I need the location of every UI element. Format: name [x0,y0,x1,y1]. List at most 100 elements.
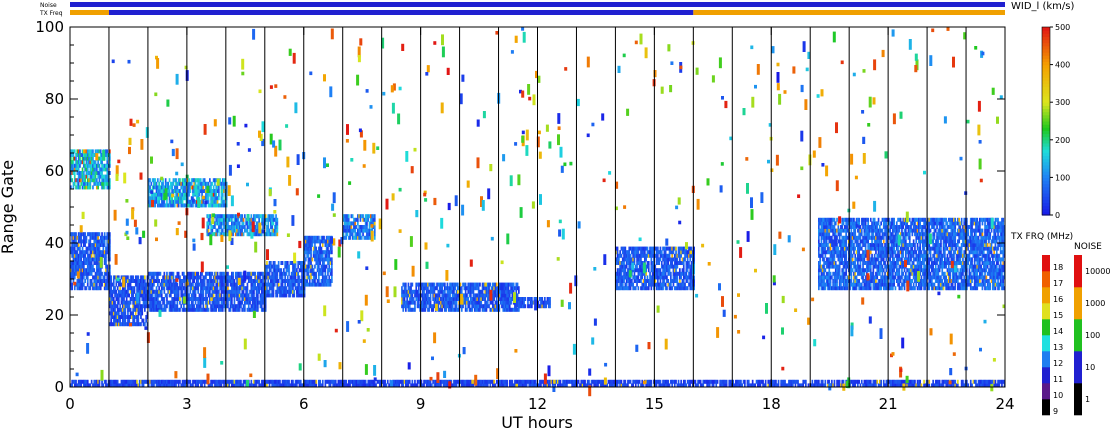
data-cell [301,275,303,280]
data-cell [650,275,653,280]
data-cell [172,300,175,305]
data-cell [211,293,214,298]
data-cell [199,279,202,283]
data-cell [296,268,298,273]
data-cell [521,304,524,309]
data-cell [251,271,254,276]
data-cell [86,282,89,287]
data-cell [109,264,111,269]
data-cell [618,279,620,283]
data-cell [662,279,664,283]
data-cell [205,293,207,298]
data-cell [403,293,406,298]
data-cell [894,264,897,269]
data-cell [854,264,857,269]
data-cell [425,293,428,298]
data-cell [501,282,503,287]
data-cell [618,257,620,262]
data-cell [947,268,950,273]
data-cell [236,307,238,312]
data-cell [83,250,85,255]
data-cell [628,257,631,262]
data-cell [927,282,929,287]
data-cell [615,275,618,280]
data-cell [495,304,498,309]
data-cell [319,243,321,247]
data-cell [923,217,925,222]
data-cell [658,250,660,255]
data-cell [141,275,144,280]
data-cell [884,261,886,265]
data-cell [115,315,118,319]
data-cell [203,275,206,280]
data-cell [301,268,303,273]
data-cell [472,300,475,305]
data-cell [219,297,221,301]
data-cell [946,253,949,258]
data-cell [477,304,480,309]
data-cell [644,271,646,276]
data-cell [892,286,894,291]
data-cell [181,307,184,312]
data-cell [938,225,941,229]
data-cell [885,232,888,237]
data-cell [172,297,175,301]
data-cell [315,257,318,262]
data-cell [445,300,447,305]
data-cell [138,307,141,312]
data-cell [910,225,912,229]
data-cell [85,268,88,273]
data-cell [89,235,92,240]
data-cell [331,261,333,265]
data-cell [325,246,328,251]
data-cell [270,293,272,298]
data-cell [660,275,663,280]
data-cell [320,282,323,287]
data-cell [271,271,273,276]
data-cell [829,217,832,222]
data-cell [90,246,93,251]
data-cell [207,289,210,294]
data-cell [642,250,645,255]
data-cell [324,282,327,287]
data-cell [85,261,88,265]
data-cell [79,271,81,276]
data-cell [127,282,129,287]
data-cell [897,282,899,287]
data-cell [132,304,134,309]
data-cell [196,286,198,291]
data-cell [680,253,682,258]
data-cell [227,282,229,287]
data-cell [624,282,627,287]
data-cell [411,307,414,312]
data-cell [832,246,834,251]
data-cell [834,246,837,251]
data-cell [638,268,641,273]
data-cell [502,282,505,287]
data-cell [118,311,120,316]
data-cell [854,275,857,280]
data-cell [149,300,151,305]
data-cell [403,300,406,305]
data-cell [629,246,632,251]
data-cell [672,279,675,283]
data-cell [125,289,128,294]
data-cell [640,250,642,255]
data-cell [838,232,841,237]
data-cell [672,282,675,287]
data-cell [192,304,194,309]
data-cell [268,289,271,294]
data-cell [860,257,863,262]
data-cell [941,221,944,226]
data-cell [845,225,847,229]
data-cell [114,289,116,294]
data-cell [318,253,320,258]
data-cell [488,297,490,301]
data-cell [931,264,933,269]
data-cell [297,271,299,276]
data-cell [949,268,951,273]
data-cell [240,293,242,298]
data-cell [128,282,131,287]
data-cell [216,300,219,305]
data-cell [862,286,864,291]
